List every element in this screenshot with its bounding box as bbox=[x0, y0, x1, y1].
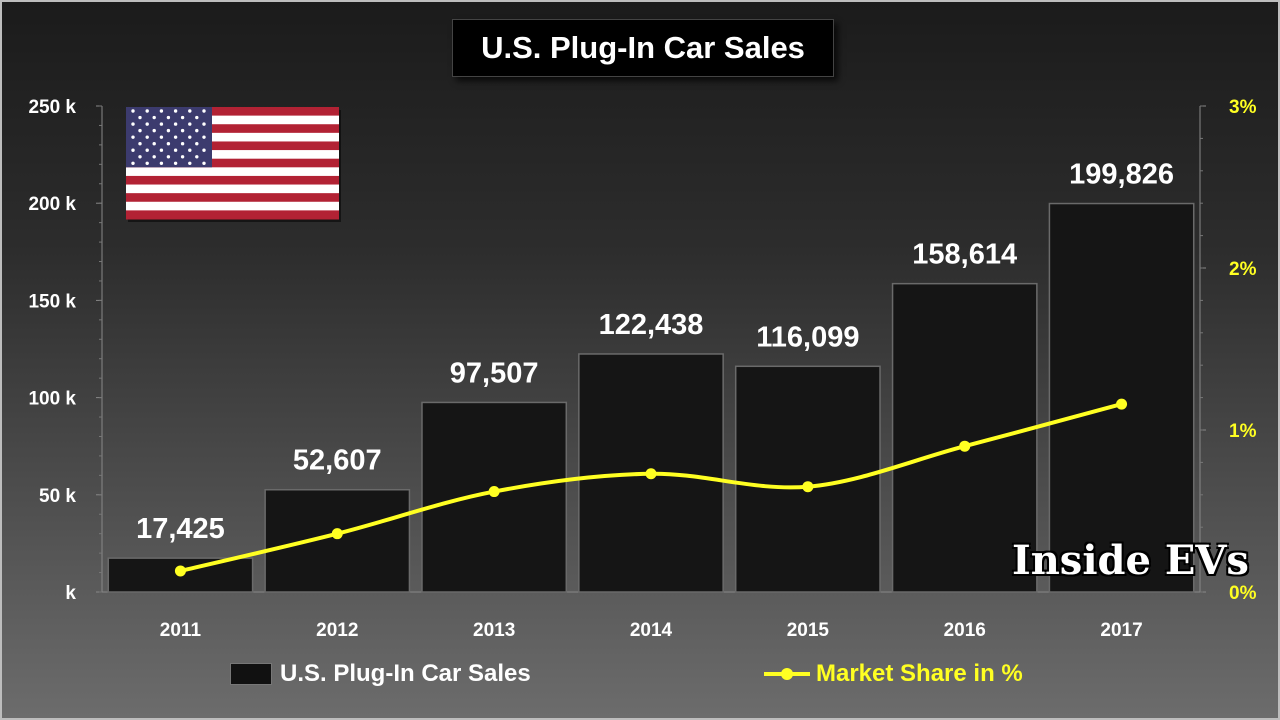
left-tick-label: 50 k bbox=[39, 486, 76, 507]
market-share-point-2016 bbox=[959, 440, 971, 452]
legend-label-sales: U.S. Plug-In Car Sales bbox=[280, 660, 531, 687]
bar-value-label: 199,826 bbox=[1069, 159, 1174, 191]
bar-value-label: 17,425 bbox=[136, 513, 225, 545]
legend-swatch-line bbox=[764, 664, 810, 684]
x-tick-label-2013: 2013 bbox=[473, 620, 515, 641]
bar-2017 bbox=[1048, 202, 1195, 593]
bar-value-label: 116,099 bbox=[756, 321, 859, 353]
x-tick-label-2014: 2014 bbox=[630, 620, 673, 641]
x-tick-label-2017: 2017 bbox=[1100, 620, 1142, 641]
chart-title: U.S. Plug-In Car Sales bbox=[481, 30, 805, 65]
bar-2013 bbox=[421, 401, 568, 593]
right-tick-label: 3% bbox=[1229, 97, 1257, 118]
market-share-point-2011 bbox=[174, 565, 186, 577]
bar-2012 bbox=[264, 488, 411, 593]
legend-swatch-bar bbox=[230, 663, 272, 685]
bar-value-label: 52,607 bbox=[293, 445, 382, 477]
chart-title-box: U.S. Plug-In Car Sales bbox=[452, 19, 834, 77]
market-share-point-2015 bbox=[802, 481, 814, 493]
us-flag-icon bbox=[126, 107, 341, 222]
left-tick-label: 100 k bbox=[28, 389, 76, 410]
bar-value-label: 158,614 bbox=[912, 239, 1017, 271]
right-tick-label: 1% bbox=[1229, 421, 1257, 442]
right-tick-label: 2% bbox=[1229, 259, 1257, 280]
bar-2016 bbox=[891, 282, 1038, 593]
bar-2015 bbox=[734, 365, 881, 593]
x-tick-label-2015: 2015 bbox=[787, 620, 830, 641]
legend-label-share: Market Share in % bbox=[816, 660, 1023, 687]
market-share-point-2013 bbox=[488, 486, 500, 498]
market-share-point-2012 bbox=[331, 528, 343, 540]
left-tick-label: 250 k bbox=[28, 97, 76, 118]
chart-legend: U.S. Plug-In Car Sales Market Share in % bbox=[2, 652, 1278, 696]
bar-value-label: 97,507 bbox=[450, 357, 539, 389]
left-tick-label: k bbox=[65, 583, 76, 604]
legend-item-sales: U.S. Plug-In Car Sales bbox=[230, 652, 531, 696]
watermark-logo: Inside EVs bbox=[1012, 537, 1249, 584]
market-share-point-2017 bbox=[1116, 398, 1128, 410]
right-tick-label: 0% bbox=[1229, 583, 1257, 604]
left-tick-label: 200 k bbox=[28, 194, 76, 215]
legend-item-share: Market Share in % bbox=[764, 652, 1023, 696]
x-tick-label-2016: 2016 bbox=[944, 620, 986, 641]
left-tick-label: 150 k bbox=[28, 291, 76, 312]
bar-value-label: 122,438 bbox=[599, 309, 704, 341]
x-tick-label-2012: 2012 bbox=[316, 620, 358, 641]
market-share-point-2014 bbox=[645, 468, 657, 480]
x-tick-label-2011: 2011 bbox=[160, 620, 202, 641]
